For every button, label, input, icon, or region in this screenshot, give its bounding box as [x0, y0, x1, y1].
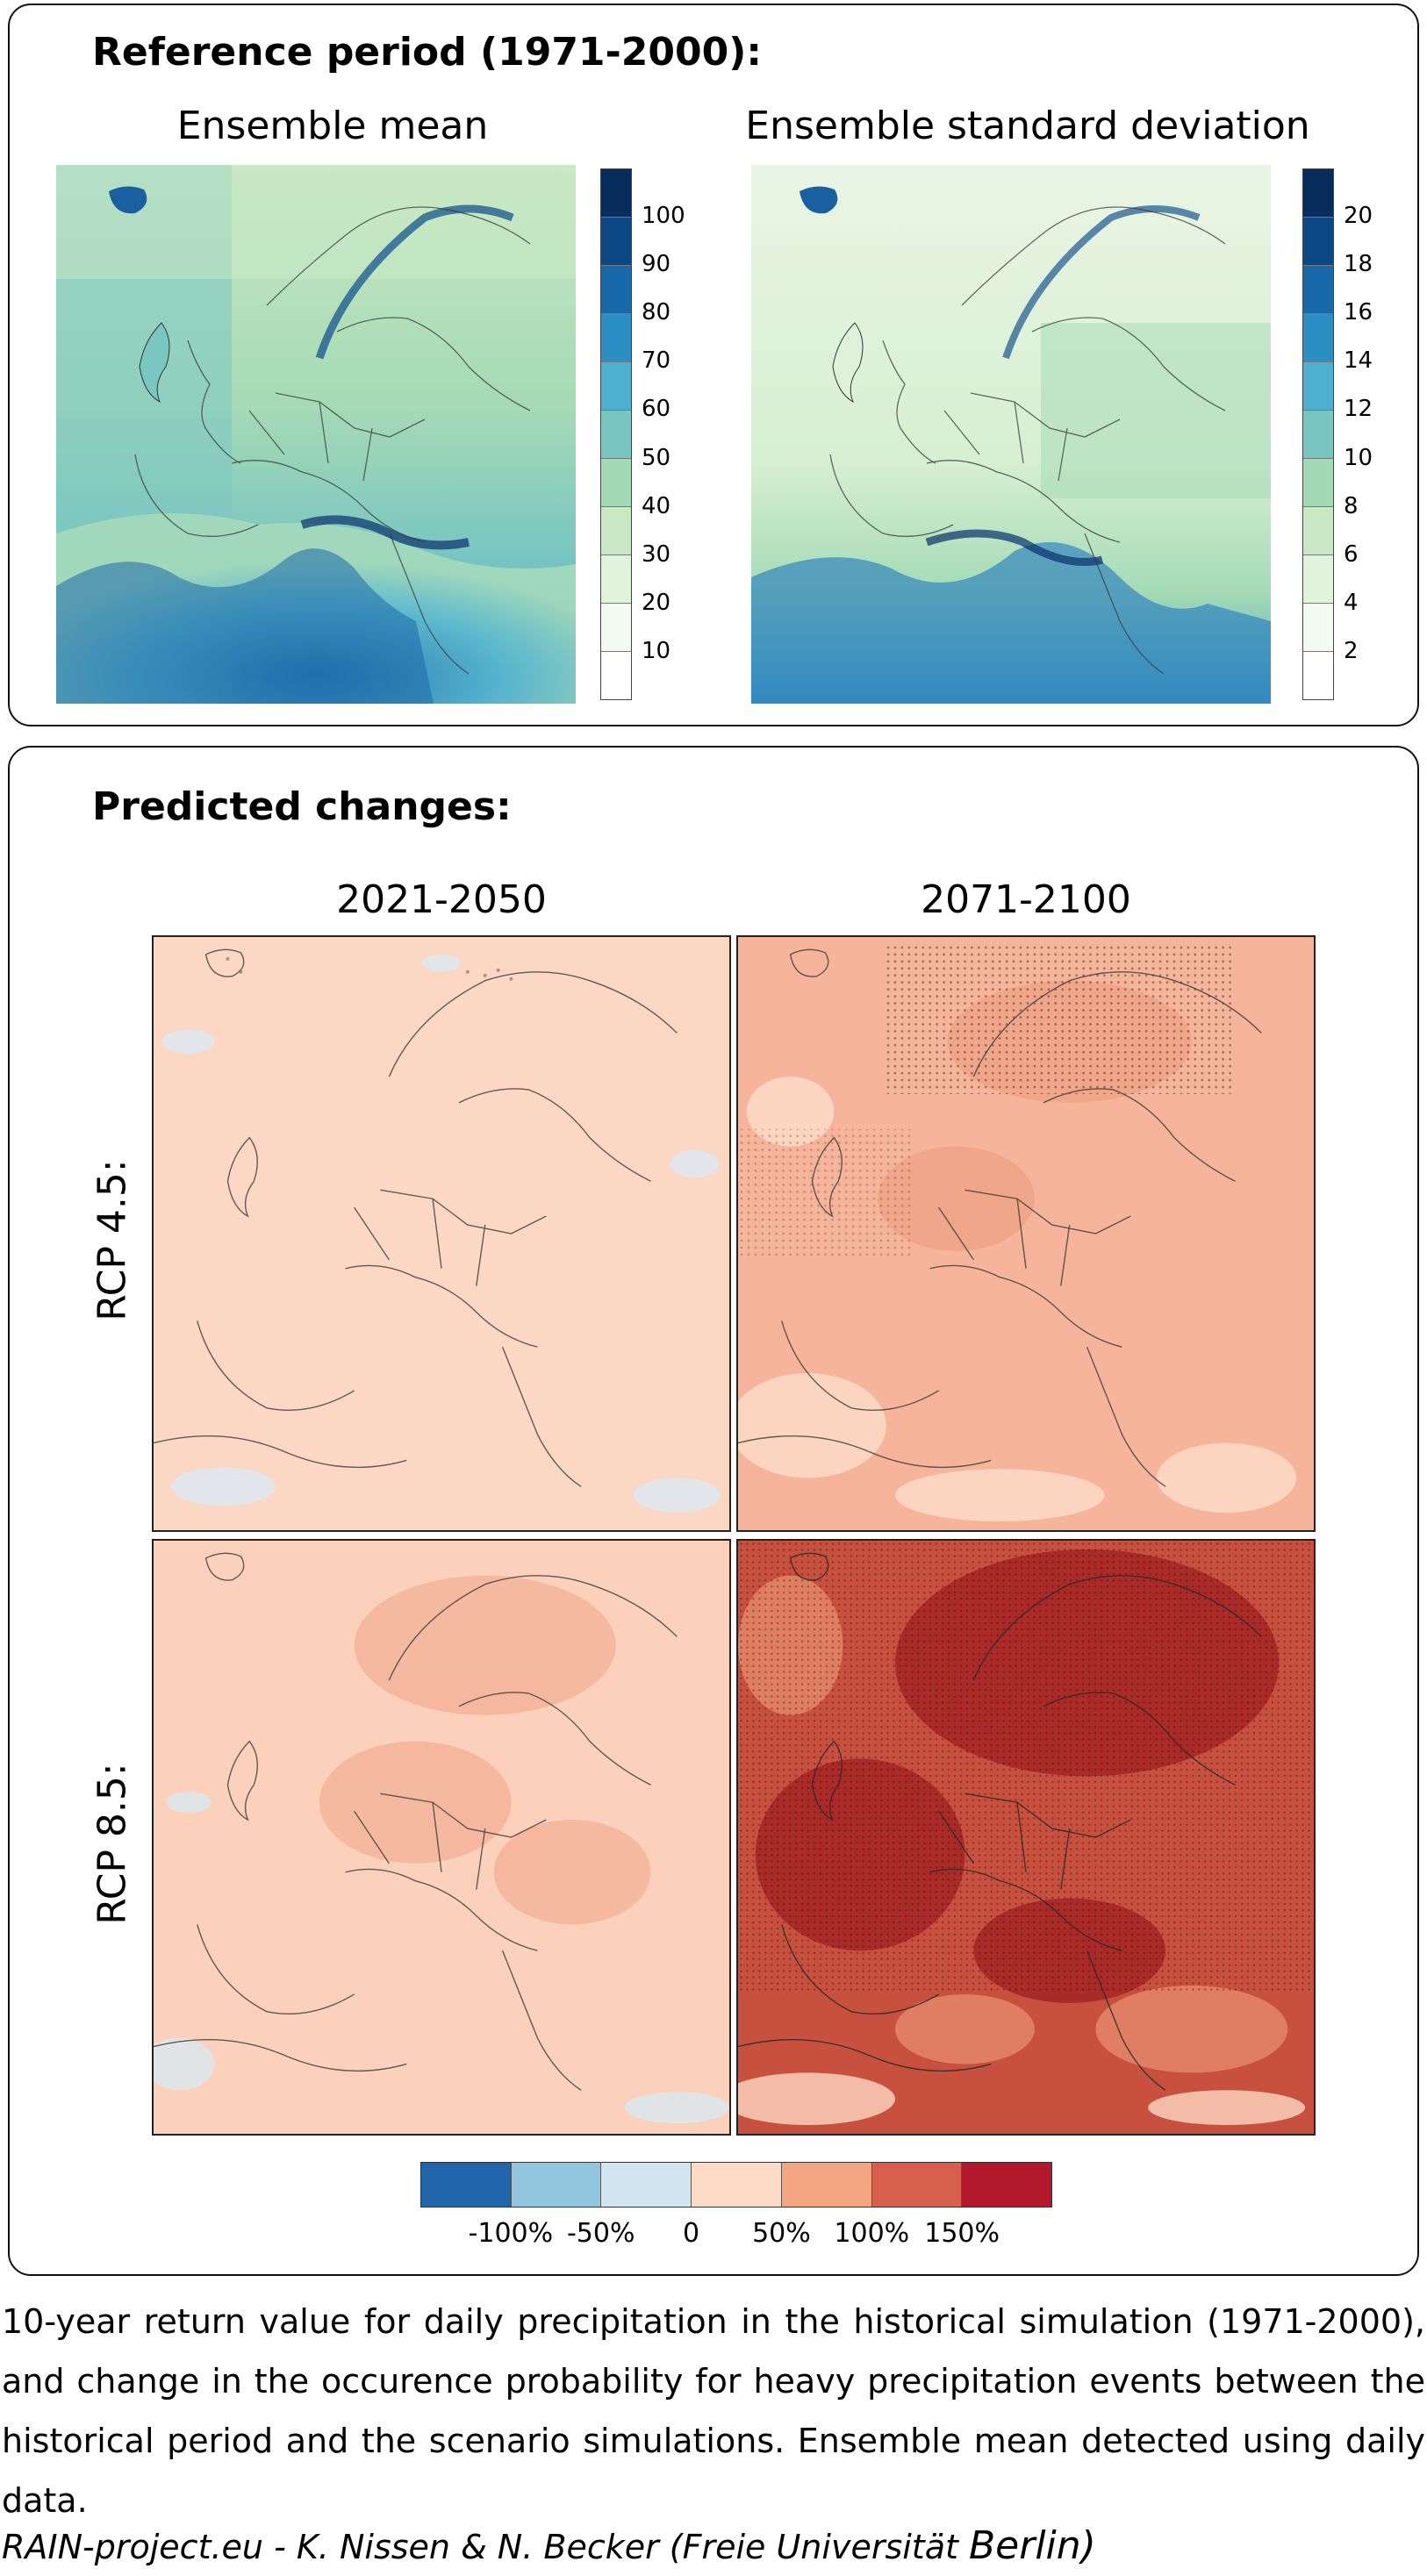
- colorbar-tick-label: 8: [1344, 492, 1359, 519]
- colorbar-segment: [601, 507, 631, 555]
- colorbar-segment: [511, 2163, 602, 2207]
- colorbar-segment: [1303, 362, 1333, 411]
- colorbar-tick-label: 40: [642, 492, 671, 519]
- colorbar-segment: [1303, 459, 1333, 507]
- figure-caption: 10-year return value for daily precipita…: [2, 2302, 1425, 2520]
- colorbar-tick-label: -100%: [468, 2218, 554, 2249]
- std-colorbar: [1302, 168, 1334, 700]
- colorbar-segment: [421, 2163, 512, 2207]
- colorbar-tick-label: 14: [1344, 347, 1373, 375]
- reference-panel: Reference period (1971-2000): Ensemble m…: [8, 4, 1419, 726]
- ensemble-mean-map: [56, 165, 576, 704]
- colorbar-tick-label: 90: [642, 251, 671, 278]
- col-label-2071-2100: 2071-2100: [921, 877, 1131, 922]
- colorbar-segment: [1303, 169, 1333, 218]
- colorbar-segment: [601, 266, 631, 314]
- colorbar-segment: [601, 459, 631, 507]
- ensemble-std-title: Ensemble standard deviation: [745, 104, 1310, 148]
- row-label-rcp45: RCP 4.5:: [90, 1159, 135, 1321]
- colorbar-segment: [601, 169, 631, 218]
- colorbar-tick-label: 10: [1344, 444, 1373, 471]
- colorbar-segment: [1303, 604, 1333, 652]
- colorbar-tick-label: 100: [642, 203, 685, 230]
- colorbar-segment: [601, 314, 631, 362]
- colorbar-segment: [1303, 507, 1333, 555]
- map-rcp85-2021-2050: [152, 1539, 731, 2136]
- colorbar-segment: [781, 2163, 872, 2207]
- colorbar-tick-label: 80: [642, 299, 671, 326]
- colorbar-tick-label: 50%: [752, 2218, 811, 2249]
- colorbar-tick-label: 0: [683, 2218, 700, 2249]
- ensemble-mean-title: Ensemble mean: [176, 104, 489, 148]
- colorbar-tick-label: 60: [642, 396, 671, 423]
- colorbar-segment: [1303, 555, 1333, 604]
- colorbar-tick-label: 30: [642, 540, 671, 568]
- colorbar-tick-label: -50%: [566, 2218, 635, 2249]
- colorbar-tick-label: 20: [642, 589, 671, 616]
- colorbar-segment: [871, 2163, 963, 2207]
- colorbar-tick-label: 12: [1344, 396, 1373, 423]
- colorbar-tick-label: 10: [642, 637, 671, 664]
- map-rcp45-2021-2050: [152, 935, 731, 1532]
- colorbar-segment: [1303, 266, 1333, 314]
- credit-city: Berlin): [968, 2523, 1096, 2568]
- ensemble-std-map: [751, 165, 1271, 704]
- credit-text: RAIN-project.eu - K. Nissen & N. Becker …: [2, 2528, 969, 2566]
- col-label-2021-2050: 2021-2050: [336, 877, 547, 922]
- colorbar-segment: [601, 555, 631, 604]
- changes-panel: Predicted changes: 2021-2050 2071-2100 R…: [8, 746, 1419, 2276]
- changes-heading: Predicted changes:: [92, 784, 512, 829]
- colorbar-segment: [601, 218, 631, 266]
- change-colorbar: [420, 2162, 1052, 2207]
- colorbar-tick-label: 20: [1344, 203, 1373, 230]
- mean-colorbar: [600, 168, 632, 700]
- credit-line: RAIN-project.eu - K. Nissen & N. Becker …: [2, 2523, 1096, 2568]
- colorbar-segment: [601, 2163, 692, 2207]
- reference-heading: Reference period (1971-2000):: [92, 30, 762, 75]
- colorbar-segment: [1303, 314, 1333, 362]
- colorbar-tick-label: 100%: [834, 2218, 910, 2249]
- colorbar-tick-label: 2: [1344, 637, 1359, 664]
- colorbar-tick-label: 150%: [924, 2218, 1000, 2249]
- map-rcp85-2071-2100: [736, 1539, 1316, 2136]
- colorbar-tick-label: 4: [1344, 589, 1359, 616]
- colorbar-tick-label: 50: [642, 444, 671, 471]
- colorbar-segment: [1303, 652, 1333, 699]
- colorbar-tick-label: 18: [1344, 251, 1373, 278]
- colorbar-segment: [601, 652, 631, 699]
- colorbar-tick-label: 70: [642, 347, 671, 375]
- colorbar-tick-label: 16: [1344, 299, 1373, 326]
- colorbar-segment: [1303, 411, 1333, 459]
- colorbar-segment: [1303, 218, 1333, 266]
- row-label-rcp85: RCP 8.5:: [90, 1763, 135, 1925]
- map-rcp45-2071-2100: [736, 935, 1316, 1532]
- colorbar-segment: [692, 2163, 782, 2207]
- colorbar-segment: [601, 362, 631, 411]
- colorbar-tick-label: 6: [1344, 540, 1359, 568]
- colorbar-segment: [601, 604, 631, 652]
- colorbar-segment: [962, 2163, 1052, 2207]
- colorbar-segment: [601, 411, 631, 459]
